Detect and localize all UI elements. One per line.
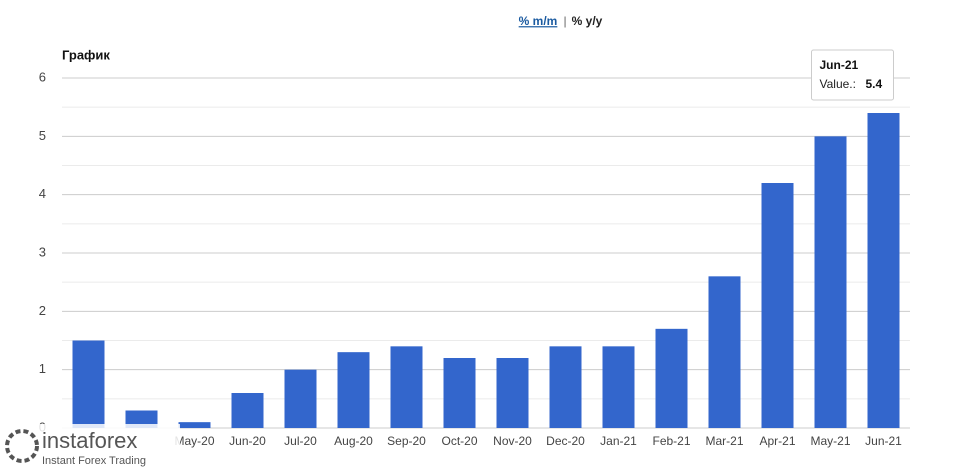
- x-tick-label: Jun-20: [229, 434, 266, 448]
- tooltip-label: Value.:: [820, 77, 856, 91]
- plot: 0123456May-20Jun-20Jul-20Aug-20Sep-20Oct…: [39, 49, 910, 448]
- bar: [443, 358, 476, 428]
- tooltip-value: 5.4: [866, 77, 883, 91]
- x-tick-label: Jan-21: [600, 434, 637, 448]
- y-tick-label: 2: [39, 303, 46, 318]
- bar: [549, 346, 582, 428]
- toggle-mm[interactable]: % m/m: [519, 14, 558, 28]
- bar: [867, 113, 900, 428]
- x-tick-label: Oct-20: [441, 434, 477, 448]
- watermark-logo: [5, 429, 39, 463]
- y-tick-label: 5: [39, 128, 46, 143]
- bar: [708, 276, 741, 428]
- bar: [284, 369, 317, 428]
- toggle-separator: |: [563, 14, 566, 28]
- x-tick-label: Feb-21: [652, 434, 690, 448]
- x-tick-label: Nov-20: [493, 434, 532, 448]
- bar: [231, 393, 264, 428]
- bar: [814, 136, 847, 429]
- bar: [337, 352, 370, 428]
- bar: [125, 410, 158, 428]
- x-tick-label: Mar-21: [705, 434, 743, 448]
- x-tick-label: Apr-21: [759, 434, 795, 448]
- y-tick-label: 4: [39, 186, 46, 201]
- bar: [602, 346, 635, 428]
- bar: [761, 183, 794, 428]
- bar: [390, 346, 423, 428]
- bar: [72, 340, 105, 428]
- bar: [178, 422, 211, 428]
- x-tick-label: Aug-20: [334, 434, 373, 448]
- x-tick-label: Dec-20: [546, 434, 585, 448]
- tooltip-title: Jun-21: [820, 58, 859, 72]
- watermark: instaforex Instant Forex Trading: [0, 424, 180, 470]
- bar: [655, 328, 688, 428]
- y-tick-label: 1: [39, 361, 46, 376]
- watermark-tagline: Instant Forex Trading: [42, 455, 146, 467]
- watermark-bg: [0, 424, 180, 470]
- watermark-brand: instaforex: [42, 428, 137, 453]
- x-tick-label: Sep-20: [387, 434, 426, 448]
- x-tick-label: Jul-20: [284, 434, 317, 448]
- bar: [496, 358, 529, 428]
- y-tick-label: 6: [39, 69, 46, 84]
- x-tick-label: May-21: [810, 434, 850, 448]
- chart-title: График: [62, 47, 110, 62]
- x-tick-label: Jun-21: [865, 434, 902, 448]
- toggle-yy[interactable]: % y/y: [572, 14, 603, 28]
- x-tick-label: May-20: [174, 434, 214, 448]
- y-tick-label: 3: [39, 244, 46, 259]
- tooltip: Jun-21 Value.: 5.4: [811, 49, 894, 101]
- tooltip-box: [811, 49, 894, 101]
